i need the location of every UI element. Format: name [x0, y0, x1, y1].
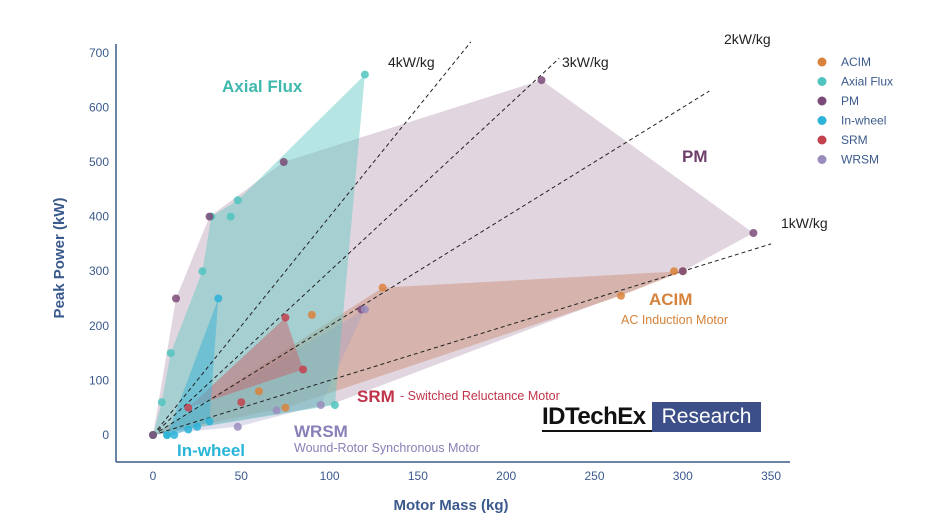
y-tick-label: 400 — [89, 210, 109, 224]
y-axis-title: Peak Power (kW) — [51, 198, 68, 319]
point-srm — [184, 403, 193, 412]
ref-line-4kw-kg — [152, 41, 472, 436]
point-acim — [617, 291, 625, 300]
point-axial-flux — [226, 212, 235, 221]
x-tick-label: 50 — [235, 469, 249, 483]
axes — [115, 44, 790, 463]
ref-label-2kw-kg: 2kW/kg — [724, 31, 771, 47]
point-in-wheel — [193, 422, 202, 431]
x-tick-label: 250 — [584, 469, 604, 483]
ref-label-1kw-kg: 1kW/kg — [781, 215, 828, 231]
region-srm — [188, 317, 304, 408]
region-subtitle-wrsm: Wound-Rotor Synchronous Motor — [294, 441, 480, 455]
point-in-wheel — [170, 431, 179, 439]
y-tick-label: 700 — [89, 46, 109, 60]
point-acim — [378, 283, 387, 292]
point-acim — [307, 310, 316, 319]
point-pm — [279, 158, 288, 166]
legend-label-srm: SRM — [841, 133, 868, 147]
point-pm — [172, 294, 180, 303]
region-subtitle-acim: AC Induction Motor — [621, 313, 728, 327]
y-tick-label: 300 — [89, 264, 109, 278]
x-tick-label: 200 — [496, 469, 516, 483]
point-pm — [149, 431, 157, 439]
region-label-srm: SRM — [357, 387, 395, 406]
legend-marker-wrsm — [817, 155, 827, 164]
y-tick-label: 0 — [102, 428, 109, 442]
legend-label-wrsm: WRSM — [841, 153, 879, 167]
x-tick-label: 150 — [408, 469, 428, 483]
region-label-in-wheel: In-wheel — [177, 441, 245, 460]
legend-label-pm: PM — [841, 94, 859, 108]
legend-marker-in-wheel — [817, 116, 827, 125]
point-axial-flux — [198, 267, 207, 276]
region-labels: Axial Flux PM ACIM AC Induction Motor SRM - S… — [177, 77, 728, 460]
point-srm — [237, 398, 246, 407]
ref-line-1kw-kg — [152, 243, 772, 436]
region-pm — [153, 80, 754, 435]
legend-marker-pm — [817, 96, 827, 106]
point-acim — [255, 387, 263, 396]
reference-lines — [152, 41, 772, 436]
logo-wordmark: IDTechEx — [542, 402, 652, 432]
legend-marker-srm — [817, 135, 827, 145]
x-tick-label: 100 — [320, 469, 340, 483]
point-in-wheel — [184, 425, 193, 434]
legend-label-acim: ACIM — [841, 55, 871, 69]
point-axial-flux — [233, 196, 242, 205]
region-label-wrsm: WRSM — [294, 422, 348, 441]
y-tick-label: 500 — [89, 155, 109, 169]
legend: ACIM Axial Flux PM In-wheel SRM WRSM — [817, 55, 893, 167]
point-in-wheel — [163, 431, 172, 439]
ref-label-4kw-kg: 4kW/kg — [388, 54, 435, 70]
legend-label-in-wheel: In-wheel — [841, 114, 886, 128]
ref-label-3kw-kg: 3kW/kg — [562, 54, 609, 70]
point-wrsm — [233, 422, 242, 431]
data-points — [149, 70, 758, 439]
point-srm — [299, 365, 308, 374]
point-axial-flux — [157, 398, 166, 407]
x-tick-label: 350 — [761, 469, 781, 483]
point-axial-flux — [360, 70, 369, 79]
point-wrsm — [316, 401, 325, 409]
point-wrsm — [360, 305, 369, 314]
legend-marker-axial-flux — [817, 77, 827, 86]
x-tick-label: 0 — [150, 469, 157, 483]
point-axial-flux — [330, 401, 339, 409]
y-tick-label: 200 — [89, 319, 109, 333]
x-axis-title: Motor Mass (kg) — [393, 497, 508, 514]
region-label-axial-flux: Axial Flux — [222, 77, 303, 96]
legend-label-axial-flux: Axial Flux — [841, 75, 893, 89]
region-in-wheel — [167, 298, 219, 435]
point-srm — [281, 313, 290, 322]
point-pm — [537, 76, 546, 85]
hull-regions — [153, 74, 754, 435]
point-acim — [670, 267, 678, 276]
point-wrsm — [272, 406, 281, 415]
reference-line-labels: 4kW/kg 3kW/kg 2kW/kg 1kW/kg — [388, 31, 828, 231]
region-label-pm: PM — [682, 147, 708, 166]
idtechex-logo: IDTechEx Research — [542, 402, 762, 432]
logo-research-badge: Research — [651, 402, 762, 432]
region-label-acim: ACIM — [649, 290, 692, 309]
ref-line-3kw-kg — [152, 57, 560, 436]
y-tick-label: 100 — [89, 373, 109, 387]
tick-labels: 0 50 100 150 200 250 300 350 0 100 200 300 400 500 600… — [89, 46, 781, 483]
point-pm — [205, 212, 214, 221]
point-axial-flux — [166, 349, 175, 358]
y-tick-label: 600 — [89, 100, 109, 114]
legend-marker-acim — [817, 57, 827, 67]
x-tick-label: 300 — [673, 469, 693, 483]
point-pm — [749, 229, 758, 237]
point-pm — [678, 267, 687, 276]
region-subtitle-srm: - Switched Reluctance Motor — [400, 389, 560, 403]
point-in-wheel — [205, 417, 214, 426]
point-in-wheel — [214, 294, 223, 303]
point-acim — [281, 403, 290, 412]
